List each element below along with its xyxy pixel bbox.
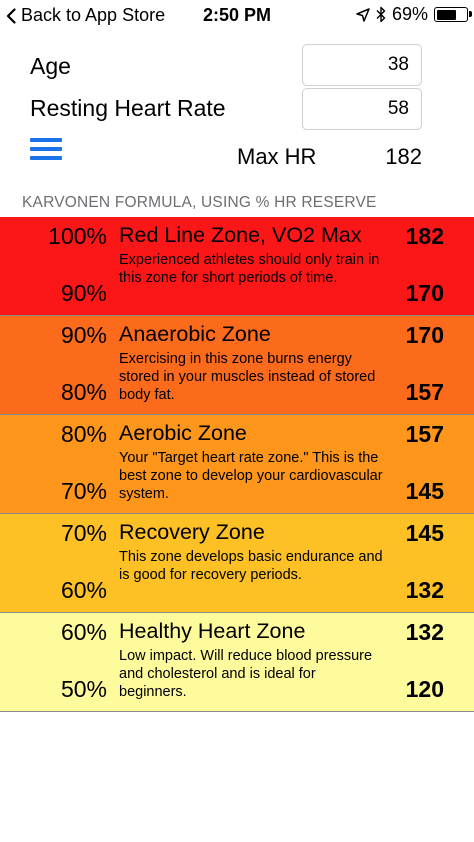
zone-bottom-percent: 90% [60, 280, 107, 306]
max-hr-value: 182 [385, 144, 422, 169]
zone-row: 70% Recovery Zone This zone develops bas… [0, 514, 474, 613]
zone-list: 100% Red Line Zone, VO2 Max Experienced … [0, 217, 474, 712]
zone-top-percent: 60% [60, 619, 107, 645]
resting-heart-rate-label: Resting Heart Rate [30, 95, 226, 121]
zone-description: Low impact. Will reduce blood pressure a… [119, 648, 373, 700]
zone-bottom-heart-rate: 170 [405, 280, 444, 306]
zone-bottom-percent: 50% [60, 676, 107, 702]
location-arrow-icon [356, 7, 370, 22]
zone-description: This zone develops basic endurance and i… [119, 549, 383, 583]
zone-top-percent: 100% [48, 223, 107, 249]
zone-row: 90% Anaerobic Zone Exercising in this zo… [0, 316, 474, 415]
zone-title: Aerobic Zone [119, 421, 247, 445]
zone-title: Anaerobic Zone [119, 322, 271, 346]
back-label: Back to App Store [21, 5, 166, 25]
zone-row: 80% Aerobic Zone Your "Target heart rate… [0, 415, 474, 514]
zone-bottom-heart-rate: 157 [405, 379, 444, 405]
zone-top-percent: 70% [60, 520, 107, 546]
zone-title: Recovery Zone [119, 520, 265, 544]
bluetooth-icon [376, 6, 386, 23]
zone-top-heart-rate: 157 [405, 421, 444, 447]
zone-top-percent: 90% [60, 322, 107, 348]
zone-top-percent: 80% [60, 421, 107, 447]
zone-top-heart-rate: 170 [405, 322, 444, 348]
zone-description: Exercising in this zone burns energy sto… [119, 351, 376, 403]
zone-bottom-percent: 60% [60, 577, 107, 603]
zone-description: Your "Target heart rate zone." This is t… [119, 450, 383, 502]
zone-row: 100% Red Line Zone, VO2 Max Experienced … [0, 217, 474, 316]
zone-bottom-heart-rate: 120 [405, 676, 444, 702]
zone-top-heart-rate: 145 [405, 520, 444, 546]
section-header: KARVONEN FORMULA, USING % HR RESERVE [22, 194, 377, 211]
age-input[interactable] [302, 44, 422, 86]
age-label: Age [30, 53, 71, 79]
zone-bottom-heart-rate: 145 [405, 478, 444, 504]
zone-description: Experienced athletes should only train i… [119, 252, 380, 286]
hamburger-menu-icon[interactable] [30, 138, 62, 162]
zone-top-heart-rate: 132 [405, 619, 444, 645]
back-to-app-store-link[interactable]: Back to App Store [6, 5, 165, 26]
zone-bottom-percent: 80% [60, 379, 107, 405]
chevron-left-icon [6, 7, 16, 24]
resting-heart-rate-input[interactable] [302, 88, 422, 130]
max-hr-label: Max HR [237, 144, 317, 169]
zone-bottom-heart-rate: 132 [405, 577, 444, 603]
battery-icon [434, 7, 472, 22]
zone-title: Red Line Zone, VO2 Max [119, 223, 362, 247]
zone-top-heart-rate: 182 [405, 223, 444, 249]
battery-percent: 69% [391, 4, 428, 24]
zone-title: Healthy Heart Zone [119, 619, 306, 643]
zone-bottom-percent: 70% [60, 478, 107, 504]
zone-row: 60% Healthy Heart Zone Low impact. Will … [0, 613, 474, 712]
battery-level-fill [436, 9, 456, 20]
status-bar: Back to App Store 2:50 PM 69% [0, 0, 474, 32]
